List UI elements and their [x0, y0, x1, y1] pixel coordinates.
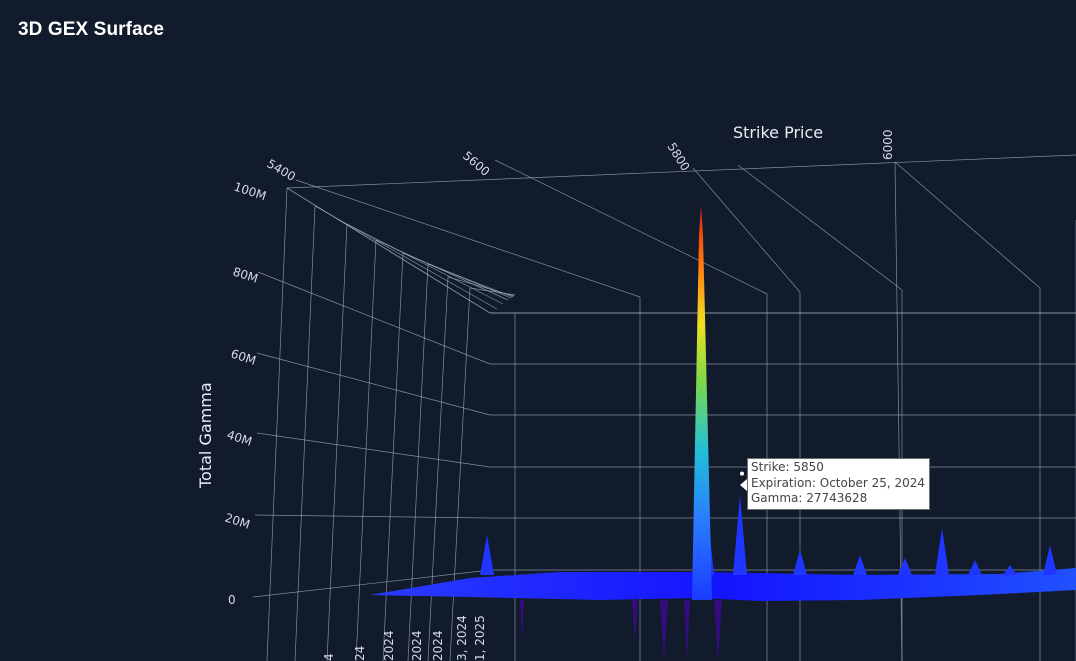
strike-tick-label: 6000 [881, 129, 895, 160]
strike-tick-label: 5400 [265, 156, 298, 183]
gamma-tick-label: 0 [228, 593, 236, 607]
gamma-gridline [256, 432, 491, 468]
expiration-column [382, 252, 404, 661]
hover-tooltip: Strike: 5850 Expiration: October 25, 202… [747, 458, 931, 510]
tooltip-expiration: Expiration: October 25, 2024 [751, 475, 926, 490]
gamma-spike [935, 528, 949, 575]
strike-plane-top [737, 164, 903, 291]
gamma-tick-label: 60M [229, 347, 258, 368]
gamma-spike [480, 535, 494, 575]
gamma-spike [853, 555, 867, 575]
expiration-tick-label: 1, 2025 [473, 615, 487, 661]
expiration-column [266, 187, 288, 661]
expiration-column [427, 276, 449, 661]
expiration-column [407, 263, 429, 661]
tooltip-strike: Strike: 5850 [751, 460, 824, 474]
gamma-spike [1003, 565, 1017, 575]
surface-floor [370, 568, 1076, 601]
expiration-column [355, 239, 377, 661]
gamma-tick-label: 20M [223, 511, 252, 532]
peak-gamma-spike [692, 205, 712, 600]
expiration-depth-line [286, 187, 491, 314]
expiration-depth-line [469, 287, 516, 296]
expiration-column [326, 223, 348, 661]
x-axis-title: Strike Price [733, 123, 823, 142]
strike-plane-top [494, 159, 768, 295]
gamma-tick-label: 100M [232, 180, 268, 204]
strike-tick-label: 5600 [460, 149, 492, 179]
page-title: 3D GEX Surface [18, 19, 165, 40]
strike-tick-label: 5800 [664, 140, 692, 173]
gamma-spike [1043, 545, 1057, 575]
strike-plane-top [295, 179, 641, 298]
negative-gamma-dip [632, 600, 638, 640]
expiration-tick-label: 24 [353, 646, 367, 661]
chart-marks [692, 205, 744, 600]
negative-gamma-dip [684, 600, 690, 661]
gamma-gridline [252, 569, 491, 598]
negative-gamma-dip [660, 600, 668, 661]
surface-mesh [370, 495, 1076, 661]
hover-point-marker [740, 471, 744, 476]
expiration-tick-label: 4 [322, 653, 336, 661]
expiration-column [449, 287, 471, 661]
gamma-gridline [256, 352, 491, 416]
strike-plane-top [692, 167, 801, 293]
expiration-depth-line [314, 205, 498, 310]
gamma-tick-label: 40M [225, 428, 254, 449]
gamma-spike [968, 560, 982, 575]
strike-plane-top [894, 161, 1041, 289]
gamma-gridline [257, 271, 491, 365]
expiration-tick-label: 3, 2024 [455, 615, 469, 661]
gamma-spike [793, 550, 807, 575]
expiration-depth-line [346, 223, 504, 305]
gamma-tick-label: 80M [231, 265, 260, 286]
z-axis-title: Total Gamma [196, 382, 215, 489]
expiration-tick-label: 2024 [410, 630, 424, 661]
expiration-column [294, 205, 316, 661]
expiration-depth-line [375, 239, 509, 301]
gamma-gridline [254, 514, 491, 519]
tooltip-arrow [740, 479, 747, 491]
expiration-tick-label: 2024 [431, 630, 445, 661]
gamma-spike [898, 558, 912, 575]
gamma-spike [733, 495, 747, 575]
tooltip-gamma: Gamma: 27743628 [751, 491, 868, 505]
negative-gamma-dip [714, 600, 722, 661]
negative-gamma-dip [520, 600, 524, 640]
expiration-tick-label: 2024 [382, 630, 396, 661]
box-back-edge [286, 154, 1076, 189]
